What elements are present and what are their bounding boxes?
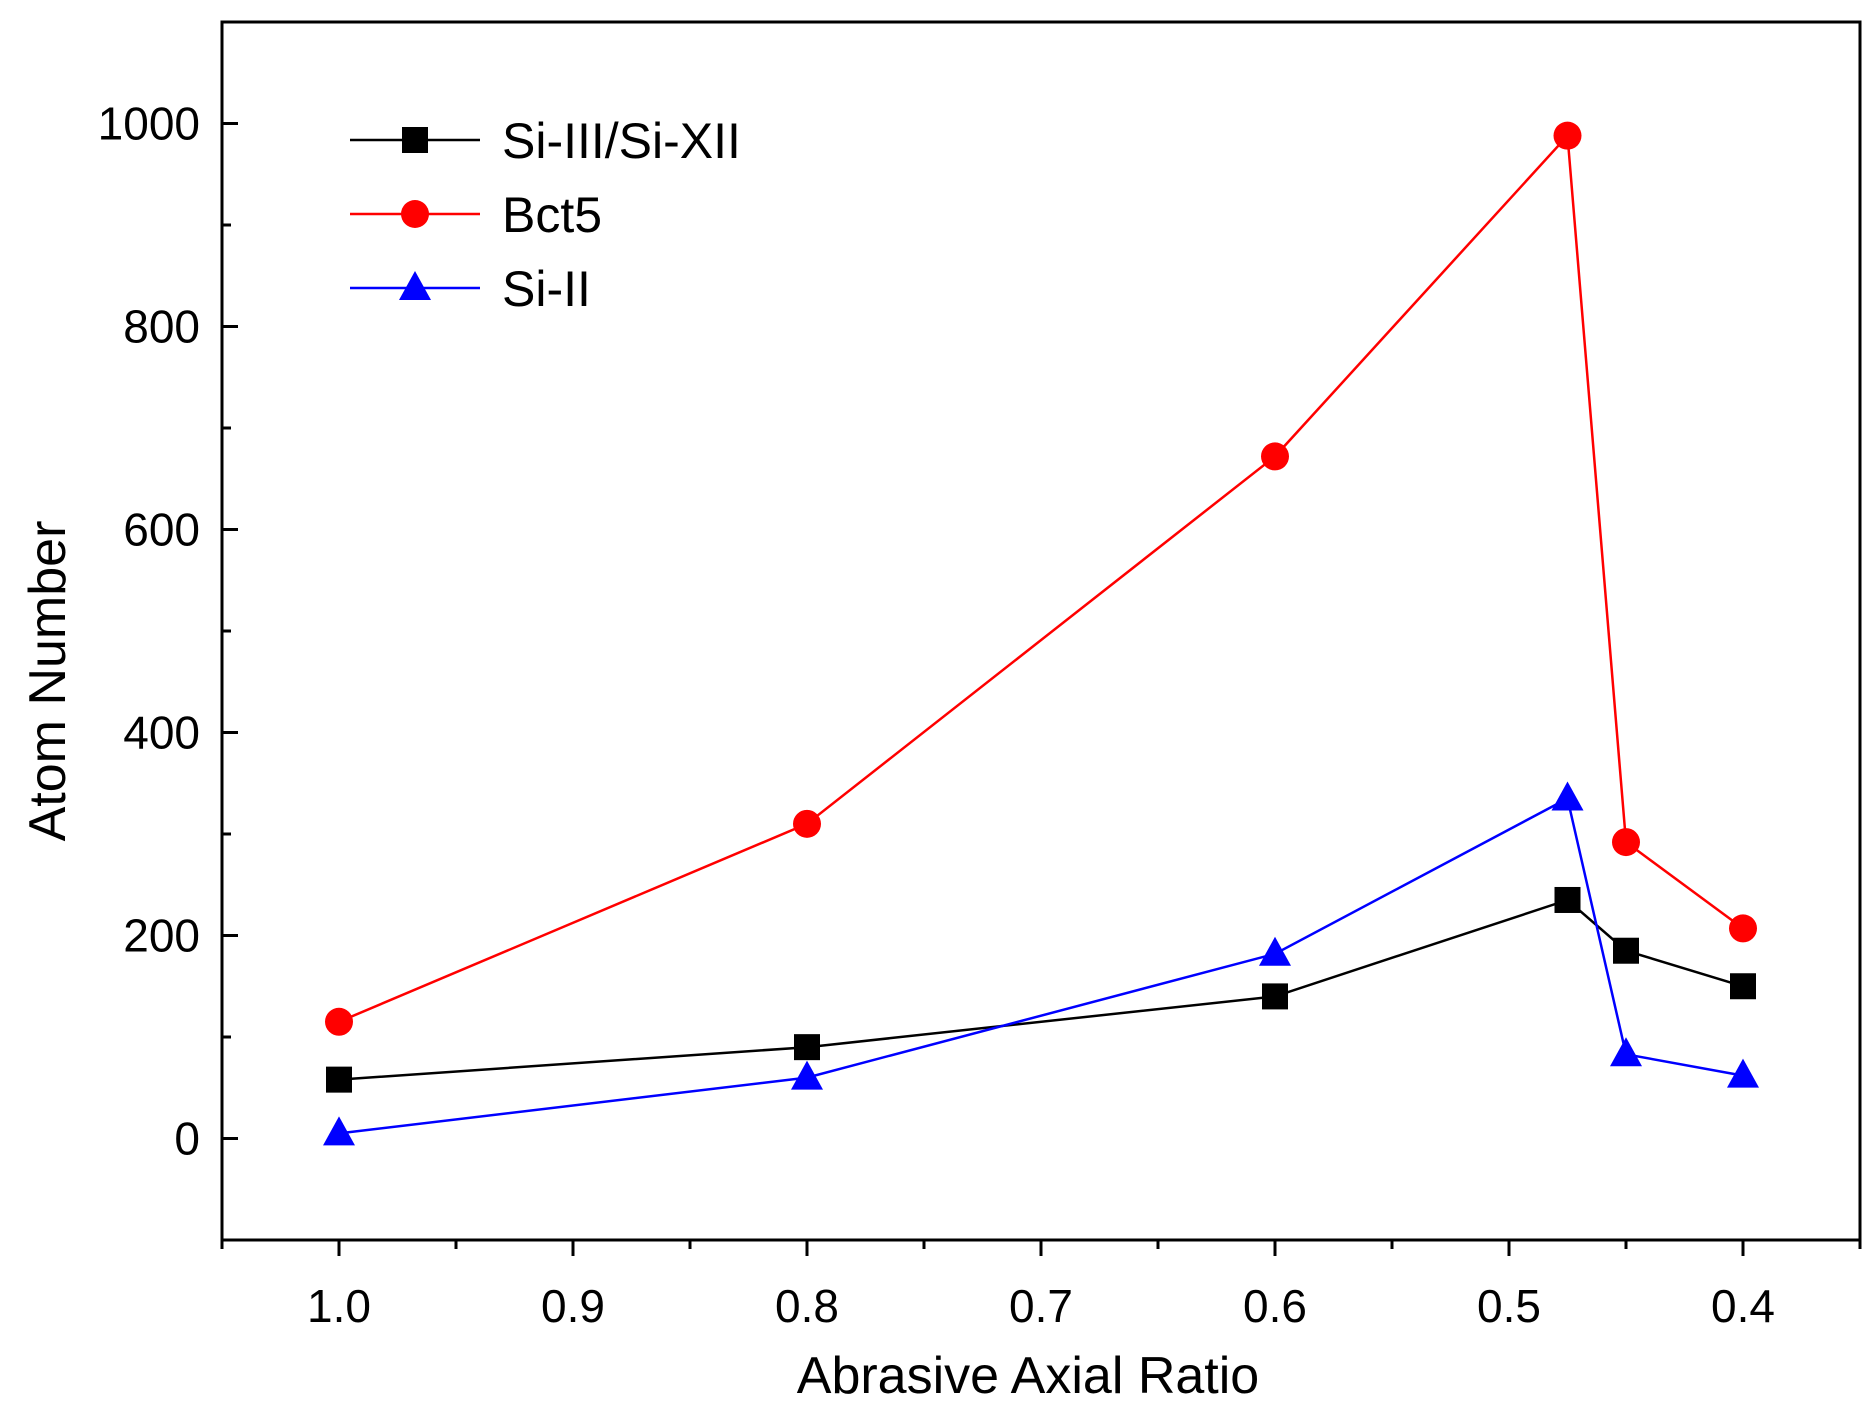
x-axis-title: Abrasive Axial Ratio — [797, 1347, 1259, 1405]
x-tick-label: 0.4 — [1711, 1280, 1775, 1332]
data-point-si-ii — [323, 1116, 355, 1146]
y-tick-label: 200 — [123, 910, 200, 962]
legend-label: Si-II — [502, 261, 591, 317]
legend-marker — [402, 127, 428, 153]
y-tick-label: 1000 — [98, 98, 200, 150]
series-line-bct5 — [338, 132, 1744, 1023]
x-tick-label: 0.6 — [1243, 1280, 1307, 1332]
legend-label: Bct5 — [502, 187, 602, 243]
series-line-si-ii — [338, 796, 1744, 1135]
data-point-bct5 — [793, 809, 821, 838]
data-point-si-iii-si-xii — [1730, 973, 1756, 1000]
data-point-si-iii-si-xii — [1613, 937, 1639, 964]
data-point-bct5 — [1261, 442, 1289, 471]
y-tick-label: 600 — [123, 504, 200, 556]
x-tick-label: 0.7 — [1009, 1280, 1073, 1332]
plot-border — [220, 20, 1862, 1242]
series-bct5 — [325, 121, 1757, 1036]
data-point-bct5 — [1729, 914, 1757, 943]
legend-marker — [401, 200, 429, 228]
data-point-si-iii-si-xii — [1262, 983, 1288, 1010]
x-axis: 1.0 0.9 0.8 0.7 0.6 0.5 0.4 — [220, 1240, 1862, 1332]
series-group — [323, 121, 1759, 1146]
legend-marker — [399, 271, 431, 300]
data-point-si-ii — [1551, 781, 1584, 811]
legend-item-si-iii-si-xii: Si-III/Si-XII — [350, 113, 741, 169]
data-point-si-iii-si-xii — [326, 1066, 352, 1093]
data-point-si-iii-si-xii — [794, 1034, 820, 1061]
series-line-si-iii-si-xii — [338, 898, 1744, 1081]
y-axis-title: Atom Number — [19, 521, 77, 842]
plot-frame — [220, 20, 1862, 1242]
legend: Si-III/Si-XII Bct5 Si-II — [350, 113, 741, 317]
data-point-si-ii — [1259, 936, 1291, 966]
x-tick-label: 1.0 — [307, 1280, 371, 1332]
y-tick-label: 800 — [123, 301, 200, 353]
data-point-si-ii — [1727, 1058, 1759, 1088]
data-point-si-ii — [1610, 1037, 1642, 1067]
series-si-iii-si-xii — [326, 886, 1756, 1093]
y-tick-label: 0 — [174, 1113, 200, 1165]
data-point-bct5 — [1612, 828, 1640, 857]
y-axis: 0 200 400 600 800 1000 — [98, 20, 238, 1242]
series-si-ii — [323, 781, 1759, 1146]
legend-item-bct5: Bct5 — [350, 187, 602, 243]
x-tick-label: 0.8 — [775, 1280, 839, 1332]
x-tick-label: 0.5 — [1477, 1280, 1541, 1332]
data-point-bct5 — [325, 1007, 353, 1036]
data-point-bct5 — [1553, 121, 1582, 150]
data-point-si-ii — [791, 1060, 823, 1090]
x-tick-label: 0.9 — [541, 1280, 605, 1332]
legend-item-si-ii: Si-II — [350, 261, 591, 317]
legend-label: Si-III/Si-XII — [502, 113, 741, 169]
data-point-si-iii-si-xii — [1554, 886, 1581, 913]
y-tick-label: 400 — [123, 707, 200, 759]
